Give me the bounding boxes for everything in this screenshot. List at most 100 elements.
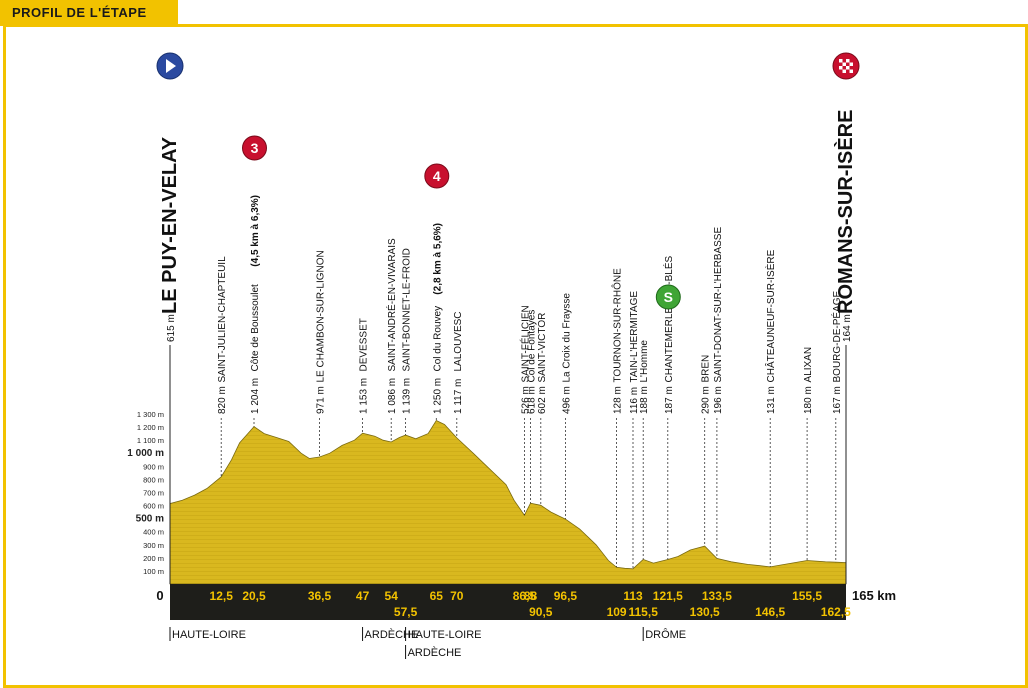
place-label: 1 204 m Côte de Boussoulet (4,5 km à 6,3%) xyxy=(250,195,261,414)
km-marker: 88 xyxy=(524,589,538,603)
place-name: SAINT-JULIEN-CHAPTEUIL xyxy=(217,256,228,383)
y-tick-label: 1 000 m xyxy=(127,448,164,459)
km-marker: 12,5 xyxy=(210,589,234,603)
km-marker: 133,5 xyxy=(702,589,732,603)
region-label: HAUTE-LOIRE xyxy=(408,629,482,641)
place-name: CHANTEMERLE-LES-BLÉS xyxy=(662,255,675,382)
place-name: LE CHAMBON-SUR-LIGNON xyxy=(316,250,327,382)
km-marker: 130,5 xyxy=(690,605,720,619)
climb-category-label: 3 xyxy=(251,140,259,156)
km-marker: 146,5 xyxy=(755,605,785,619)
place-label: 167 m BOURG-DE-PÉAGE xyxy=(830,290,843,414)
place-name: SAINT-FÉLICIEN xyxy=(518,305,531,382)
place-name: ALIXAN xyxy=(803,347,814,383)
place-name: TAIN-L'HERMITAGE xyxy=(629,291,640,383)
header-tab: PROFIL DE L'ÉTAPE xyxy=(0,0,178,26)
km-marker: 115,5 xyxy=(629,605,659,619)
climb-badge-circle xyxy=(424,163,450,189)
place-name: SAINT-ANDRÉ-EN-VIVARAIS xyxy=(385,238,398,371)
climb-category-badge: 3 xyxy=(242,135,267,161)
play-arrow-icon xyxy=(166,59,176,73)
y-tick-label: 400 m xyxy=(143,528,164,537)
km-marker: 155,5 xyxy=(792,589,822,603)
sprint-label: S xyxy=(664,289,673,305)
sprint-badge: S xyxy=(655,284,681,310)
chart-frame xyxy=(3,24,1028,688)
climb-detail: (4,5 km à 6,3%) xyxy=(250,195,261,267)
place-altitude: 618 m xyxy=(527,386,538,414)
place-name: SAINT-BONNET-LE-FROID xyxy=(402,248,413,371)
place-label: 1 153 m DEVESSET xyxy=(359,318,370,414)
checker-square xyxy=(839,66,843,70)
y-tick-label: 900 m xyxy=(143,462,164,471)
place-name: Col de Fontayes xyxy=(527,310,538,383)
place-altitude: 971 m xyxy=(316,386,327,414)
place-altitude: 1 117 m xyxy=(453,379,464,414)
y-tick-label: 300 m xyxy=(143,541,164,550)
place-altitude: 164 m xyxy=(842,314,853,342)
region-label: HAUTE-LOIRE xyxy=(172,629,246,641)
km-marker: 65 xyxy=(430,589,444,603)
region-label: ARDÈCHE xyxy=(408,646,462,659)
checker-square xyxy=(839,59,843,63)
finish-flag-icon xyxy=(832,52,860,80)
place-name: CHÂTEAUNEUF-SUR-ISÈRE xyxy=(764,249,777,382)
place-altitude: 1 139 m xyxy=(402,378,413,414)
place-name: BOURG-DE-PÉAGE xyxy=(830,290,843,382)
km-marker: 57,5 xyxy=(394,605,418,619)
km-marker: 162,5 xyxy=(821,605,851,619)
place-altitude: 131 m xyxy=(766,386,777,414)
climb-badge-circle xyxy=(242,135,267,161)
region-label: DRÔME xyxy=(645,628,686,641)
checker-square xyxy=(846,66,850,70)
y-tick-label: 1 100 m xyxy=(137,436,164,445)
checker-square xyxy=(842,62,846,66)
place-label: 188 m L'Homme xyxy=(639,340,650,414)
km-marker: 54 xyxy=(385,589,399,603)
place-name: L'Homme xyxy=(639,340,650,383)
place-name: LALOUVESC xyxy=(453,311,464,371)
place-altitude: 496 m xyxy=(561,386,572,414)
climb-category-label: 4 xyxy=(433,168,441,184)
km-marker: 121,5 xyxy=(653,589,683,603)
place-altitude: 1 153 m xyxy=(359,378,370,414)
km-marker: 70 xyxy=(450,589,464,603)
km-marker: 20,5 xyxy=(242,589,266,603)
checker-square xyxy=(846,59,850,63)
place-altitude: 167 m xyxy=(832,386,843,414)
sprint-badge-circle xyxy=(655,284,681,310)
place-altitude: 116 m xyxy=(629,387,640,414)
terrain-area xyxy=(169,419,847,585)
place-altitude: 290 m xyxy=(701,386,712,414)
place-altitude: 1 250 m xyxy=(432,378,443,414)
place-altitude: 180 m xyxy=(803,386,814,414)
km-marker: 109 xyxy=(607,605,627,619)
place-label: 196 m SAINT-DONAT-SUR-L'HERBASSE xyxy=(713,227,724,414)
y-tick-label: 1 300 m xyxy=(137,410,164,419)
place-label: 128 m TOURNON-SUR-RHÔNE xyxy=(611,268,624,414)
place-label: 116 m TAIN-L'HERMITAGE xyxy=(629,291,640,414)
place-label: 290 m BREN xyxy=(701,355,712,414)
x-end-label: 165 km xyxy=(852,588,896,603)
climb-category-badge: 4 xyxy=(424,163,450,189)
place-name: SAINT-VICTOR xyxy=(537,313,548,383)
km-marker: 96,5 xyxy=(554,589,578,603)
place-label: 820 m SAINT-JULIEN-CHAPTEUIL xyxy=(217,256,228,414)
place-label: 187 m CHANTEMERLE-LES-BLÉS xyxy=(662,255,675,414)
place-label: 1 086 m SAINT-ANDRÉ-EN-VIVARAIS xyxy=(385,238,398,414)
place-altitude: 196 m xyxy=(713,386,724,414)
place-label: 496 m La Croix du Fraysse xyxy=(561,293,572,414)
km-marker: 36,5 xyxy=(308,589,332,603)
place-name: Côte de Boussoulet xyxy=(250,284,261,372)
checker-square xyxy=(849,62,853,66)
place-name: TOURNON-SUR-RHÔNE xyxy=(611,268,624,383)
y-tick-label: 1 200 m xyxy=(137,423,164,432)
km-marker: 90,5 xyxy=(529,605,553,619)
place-label: 615 mLE PUY-EN-VELAY xyxy=(159,136,181,342)
place-label: 602 m SAINT-VICTOR xyxy=(537,313,548,414)
place-label: 618 m Col de Fontayes xyxy=(527,310,538,414)
place-label: 1 139 m SAINT-BONNET-LE-FROID xyxy=(402,248,413,414)
place-altitude: 615 m xyxy=(166,314,177,342)
km-marker: 113 xyxy=(623,589,643,603)
climb-detail: (2,8 km à 5,6%) xyxy=(432,223,443,295)
